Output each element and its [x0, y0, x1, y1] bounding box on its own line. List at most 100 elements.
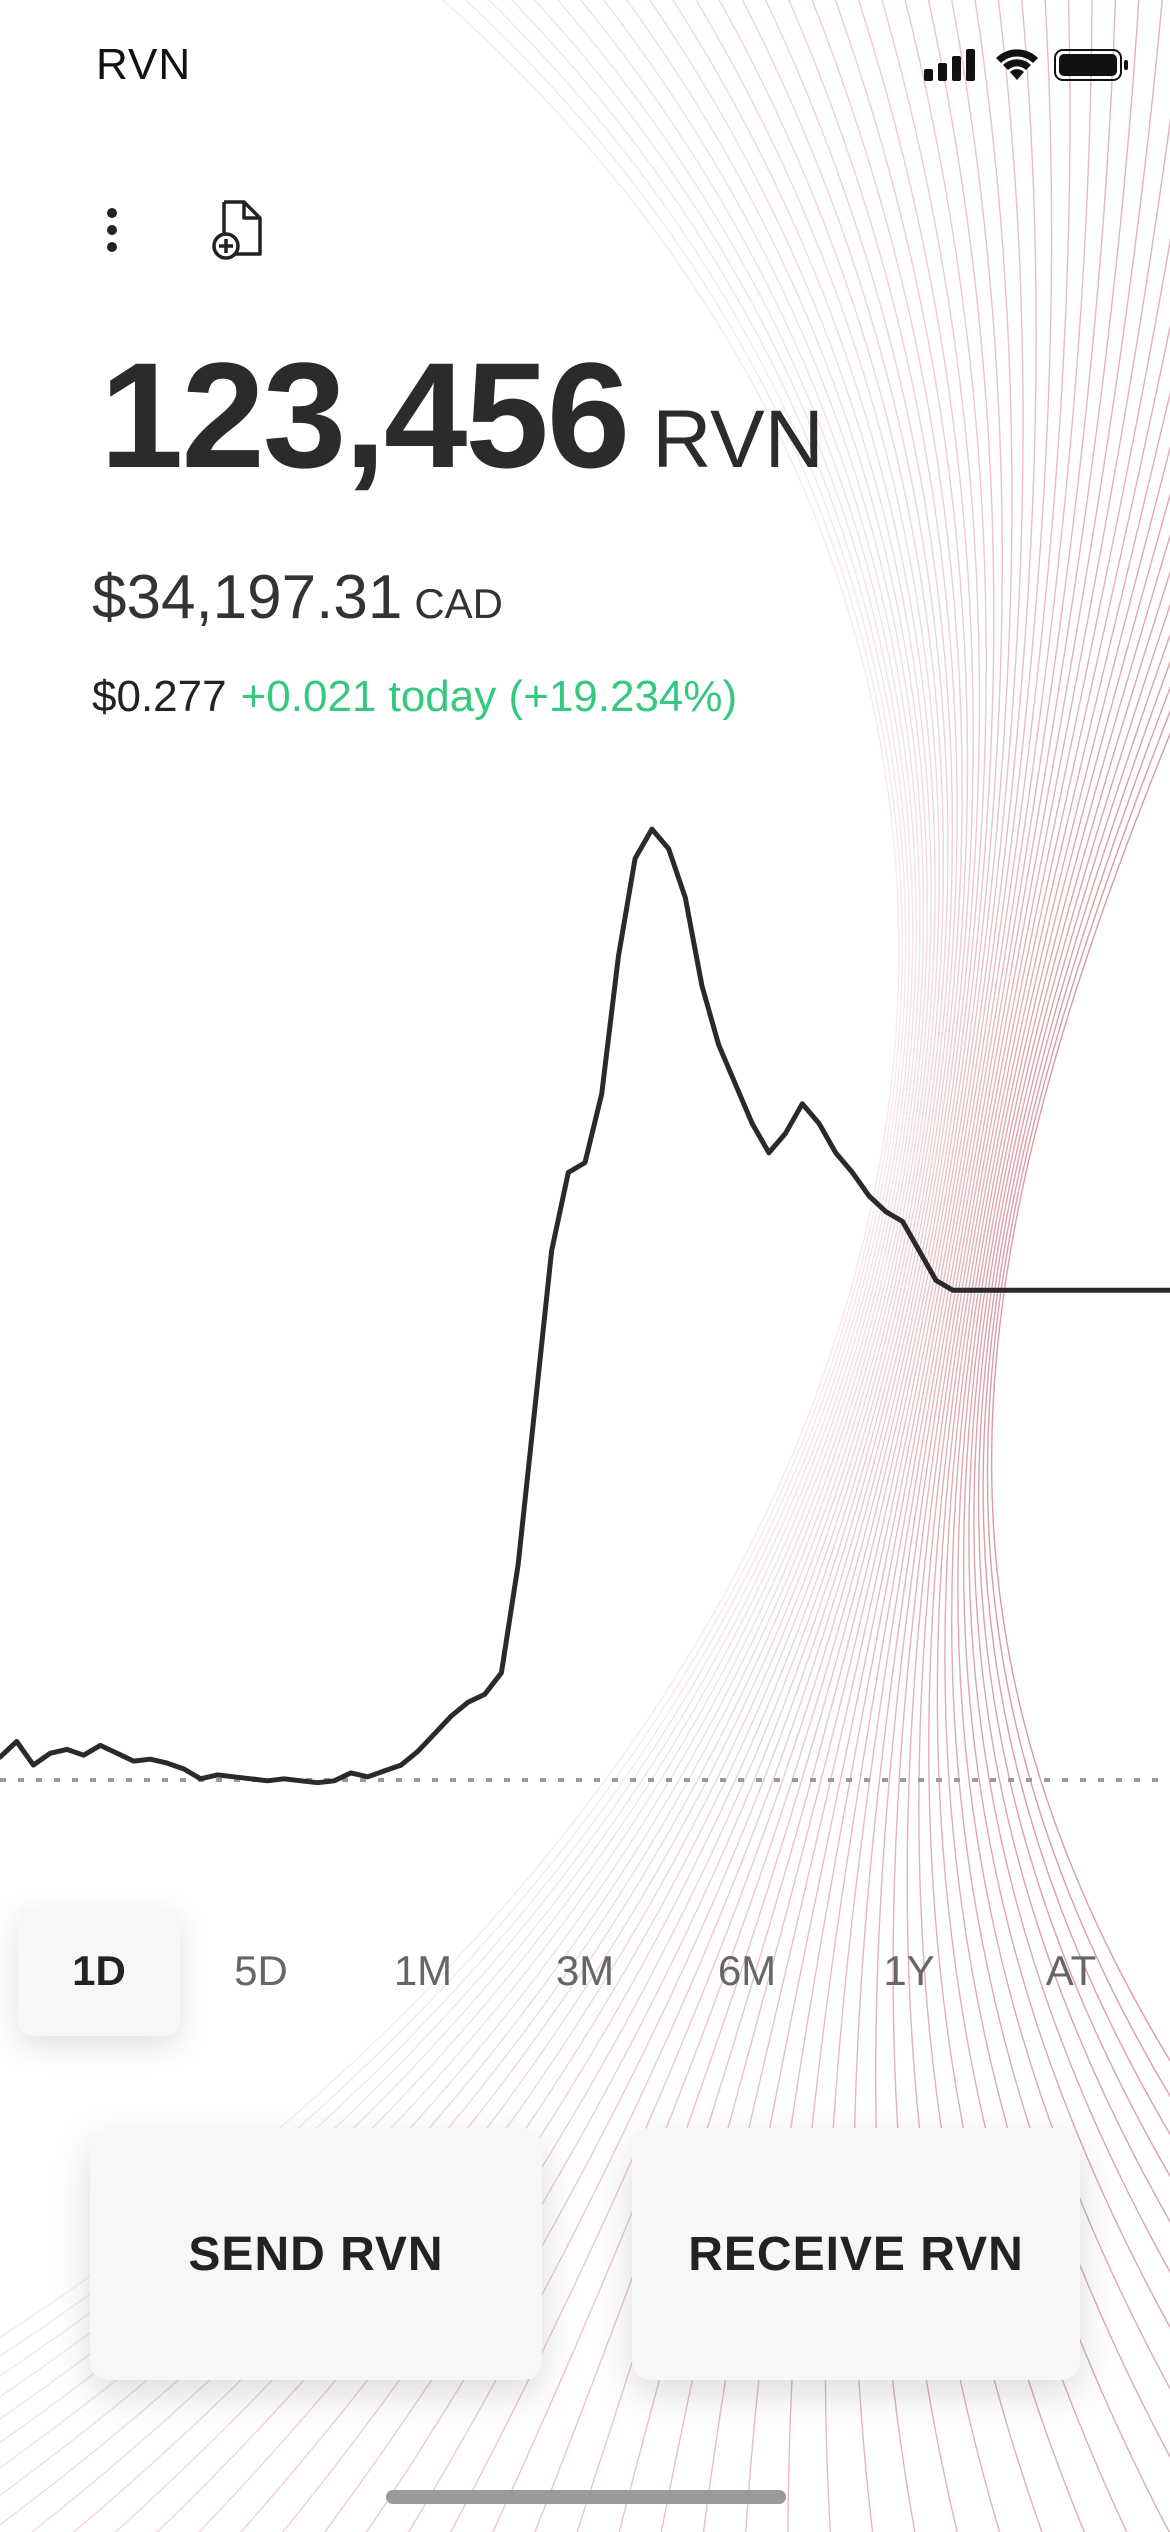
- chart-point: [450, 1715, 452, 1717]
- add-document-icon: [212, 200, 262, 260]
- price-change: +0.021 today (+19.234%): [240, 672, 738, 721]
- add-document-button[interactable]: [210, 198, 270, 262]
- chart-point: [584, 1162, 586, 1164]
- tab-1m[interactable]: 1M: [393, 1947, 453, 1994]
- chart-point: [718, 1044, 720, 1046]
- balance-amount: 123,456: [100, 331, 630, 499]
- chart-point: [818, 1122, 820, 1124]
- price-value: $0.277: [92, 672, 227, 721]
- tab-at[interactable]: AT: [1045, 1947, 1097, 1994]
- chart-point: [1052, 1289, 1054, 1291]
- chart-point: [166, 1762, 168, 1764]
- tab-1y[interactable]: 1Y: [883, 1947, 935, 1994]
- chart-point: [66, 1748, 68, 1750]
- chart-point: [216, 1774, 218, 1776]
- chart-point: [684, 897, 686, 899]
- chart-point: [400, 1764, 402, 1766]
- chart-point: [317, 1782, 319, 1784]
- send-button[interactable]: SEND RVN: [90, 2128, 542, 2380]
- chart-point: [1019, 1289, 1021, 1291]
- tab-5d[interactable]: 5D: [234, 1947, 288, 1994]
- chart-point: [968, 1289, 970, 1291]
- chart-point: [1085, 1289, 1087, 1291]
- chart-point: [851, 1172, 853, 1174]
- chart-point: [785, 1132, 787, 1134]
- chart-point: [434, 1733, 436, 1735]
- chart-point: [500, 1672, 502, 1674]
- balance-unit: RVN: [652, 394, 824, 485]
- background-line: [323, 0, 963, 2532]
- background-line: [365, 0, 969, 2532]
- chart-point: [333, 1780, 335, 1782]
- fiat-currency: CAD: [414, 580, 503, 627]
- more-options-button[interactable]: [92, 200, 132, 260]
- chart-point: [32, 1764, 34, 1766]
- chart-point: [1102, 1289, 1104, 1291]
- chart-point: [567, 1172, 569, 1174]
- chart-point: [83, 1754, 85, 1756]
- chart-point: [183, 1768, 185, 1770]
- chart-point: [868, 1195, 870, 1197]
- chart-point: [918, 1250, 920, 1252]
- price-chart[interactable]: [0, 760, 1170, 1840]
- chart-point: [417, 1750, 419, 1752]
- chart-point: [133, 1760, 135, 1762]
- chart-point: [233, 1776, 235, 1778]
- home-indicator[interactable]: [386, 2490, 786, 2504]
- chart-point: [701, 985, 703, 987]
- chart-point: [149, 1758, 151, 1760]
- tab-6m[interactable]: 6M: [717, 1947, 777, 1994]
- chart-point: [751, 1122, 753, 1124]
- chart-point: [1035, 1289, 1037, 1291]
- chart-point: [551, 1250, 553, 1252]
- chart-point: [634, 858, 636, 860]
- background-line: [990, 732, 1170, 2062]
- signal-icon: [924, 49, 975, 81]
- chart-point: [734, 1083, 736, 1085]
- tab-1d[interactable]: 1D: [18, 1906, 180, 2036]
- chart-point: [49, 1752, 51, 1754]
- fiat-balance: $34,197.31 CAD: [92, 562, 503, 633]
- chart-point: [99, 1744, 101, 1746]
- chart-point: [1136, 1289, 1138, 1291]
- chart-point: [383, 1770, 385, 1772]
- background-line: [963, 570, 1170, 2329]
- chart-point: [300, 1780, 302, 1782]
- chart-point: [534, 1407, 536, 1409]
- chart-point: [116, 1752, 118, 1754]
- chart-point: [935, 1279, 937, 1281]
- chart-point: [266, 1780, 268, 1782]
- status-icons: [924, 48, 1130, 82]
- chart-point: [517, 1564, 519, 1566]
- more-vertical-icon: [107, 208, 117, 252]
- range-tabs: 1D 5D 1M 3M 6M 1Y AT: [18, 1906, 1152, 2036]
- chart-point: [835, 1152, 837, 1154]
- background-line: [973, 632, 1170, 2223]
- chart-point: [601, 1093, 603, 1095]
- background-line: [407, 0, 974, 2532]
- chart-point: [617, 956, 619, 958]
- chart-point: [16, 1741, 18, 1743]
- chart-point: [1069, 1289, 1071, 1291]
- chart-point: [200, 1778, 202, 1780]
- chart-point: [484, 1693, 486, 1695]
- chart-point: [902, 1221, 904, 1223]
- chart-point: [952, 1289, 954, 1291]
- background-line: [449, 0, 981, 2532]
- chart-point: [985, 1289, 987, 1291]
- background-line: [986, 709, 1170, 2098]
- chart-point: [651, 828, 653, 830]
- chart-point: [1002, 1289, 1004, 1291]
- chart-point: [668, 848, 670, 850]
- price-info: $0.277 +0.021 today (+19.234%): [92, 672, 737, 722]
- chart-point: [250, 1778, 252, 1780]
- receive-button[interactable]: RECEIVE RVN: [632, 2128, 1080, 2380]
- background-line: [982, 685, 1170, 2136]
- background-line: [968, 603, 1170, 2274]
- chart-series-line: [0, 826, 1170, 1786]
- chart-point: [350, 1772, 352, 1774]
- fiat-amount: $34,197.31: [92, 563, 403, 632]
- chart-point: [885, 1211, 887, 1213]
- wifi-icon: [996, 49, 1038, 80]
- tab-3m[interactable]: 3M: [555, 1947, 615, 1994]
